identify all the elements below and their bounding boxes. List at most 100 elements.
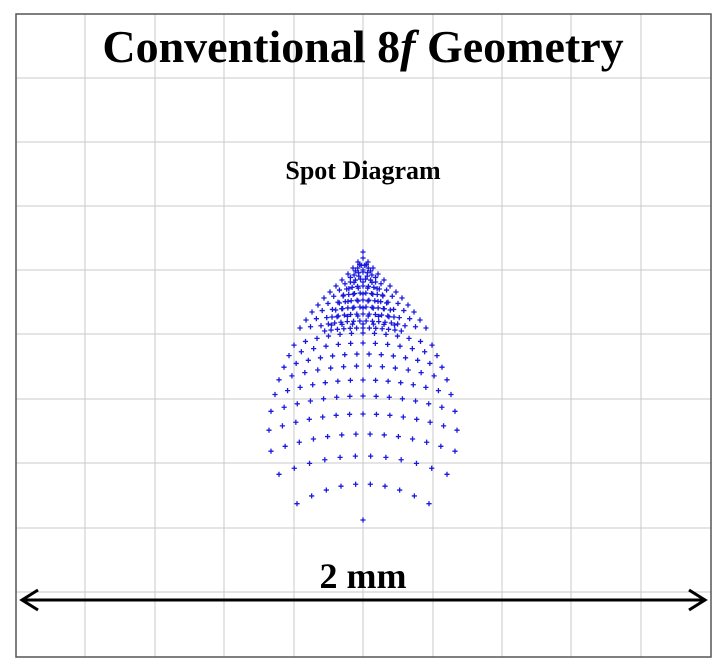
spot-marker [414,416,420,422]
spot-marker [398,328,404,334]
spot-marker [367,268,374,274]
spot-marker [406,335,412,341]
spot-marker [341,312,348,318]
spot-marker [351,304,357,310]
spot-marker [400,414,406,420]
spot-marker [314,335,320,341]
spot-marker [348,311,354,318]
spot-marker [366,325,372,331]
spot-marker [378,312,385,318]
spot-marker [411,309,417,315]
spot-marker [423,384,429,390]
spot-marker [375,305,381,311]
spot-marker [360,305,366,311]
spot-marker [444,377,450,383]
spot-marker [401,307,407,314]
spot-marker [325,333,332,339]
spot-marker [349,284,355,290]
spot-marker [366,363,373,369]
spot-marker [385,378,391,384]
spot-marker [366,311,372,317]
spot-marker [306,416,312,422]
spot-marker [293,360,299,367]
spot-marker [405,367,411,373]
spot-marker [347,377,354,383]
spot-marker [354,325,360,331]
spot-marker [373,274,379,281]
spot-marker [396,315,402,321]
spot-marker [381,432,387,438]
figure-frame [15,13,712,658]
spot-marker [429,465,435,471]
spot-marker [380,293,386,299]
spot-marker [298,349,304,355]
spot-marker [333,412,339,418]
spot-marker [388,320,394,326]
spot-marker [331,293,337,299]
spot-marker [391,314,397,320]
spot-marker [438,443,444,449]
spot-marker [440,423,447,429]
spot-marker [307,398,314,404]
spot-marker [375,271,381,277]
spot-marker [319,307,325,314]
spot-marker [360,517,366,523]
spot-marker [332,320,338,326]
spot-marker [360,340,366,346]
spot-pattern [266,249,460,523]
spot-marker [385,341,391,348]
spot-marker [348,330,355,336]
spot-marker [383,454,389,460]
spot-marker [337,454,343,460]
spot-marker [334,394,340,400]
spot-marker [426,401,432,407]
spot-marker [362,262,368,268]
spot-marker [412,324,419,330]
spot-marker [389,293,395,299]
spot-marker [335,378,341,384]
spot-marker [397,343,403,349]
spot-marker [338,319,344,325]
spot-marker [334,314,340,320]
spot-marker [347,279,353,285]
spot-marker [372,311,378,318]
spot-marker [417,317,423,323]
spot-marker [395,321,401,327]
spot-marker [333,283,339,289]
spot-marker [367,277,374,283]
spot-marker [409,436,416,442]
spot-marker [335,313,341,319]
spot-marker [325,433,331,440]
spot-marker [373,393,379,399]
spot-marker [368,290,375,297]
spot-marker [417,338,424,345]
spot-marker [353,431,359,437]
spot-marker [297,384,303,390]
title-italic: f [400,21,420,72]
spot-marker [369,318,376,324]
spot-marker [360,411,366,417]
spot-marker [344,313,351,319]
spot-marker [360,291,366,297]
spot-marker [363,318,369,324]
spot-marker [294,401,300,407]
spot-marker [350,305,356,311]
spot-marker [364,270,371,276]
spot-marker [354,297,360,303]
spot-marker [329,314,335,320]
spot-marker [390,353,396,359]
spot-marker [452,448,458,454]
figure-title: Conventional 8f Geometry [102,21,623,72]
spot-marker [349,321,356,327]
spot-marker [385,313,391,319]
spot-marker [365,283,372,289]
scale-bar-right-arrowhead-icon [688,588,708,612]
spot-marker [336,300,342,306]
spot-marker [354,311,360,317]
spot-marker [385,326,392,332]
spot-marker [405,302,411,308]
spot-marker [386,394,392,400]
spot-marker [360,249,366,255]
spot-marker [309,493,315,499]
spot-marker [371,330,378,336]
